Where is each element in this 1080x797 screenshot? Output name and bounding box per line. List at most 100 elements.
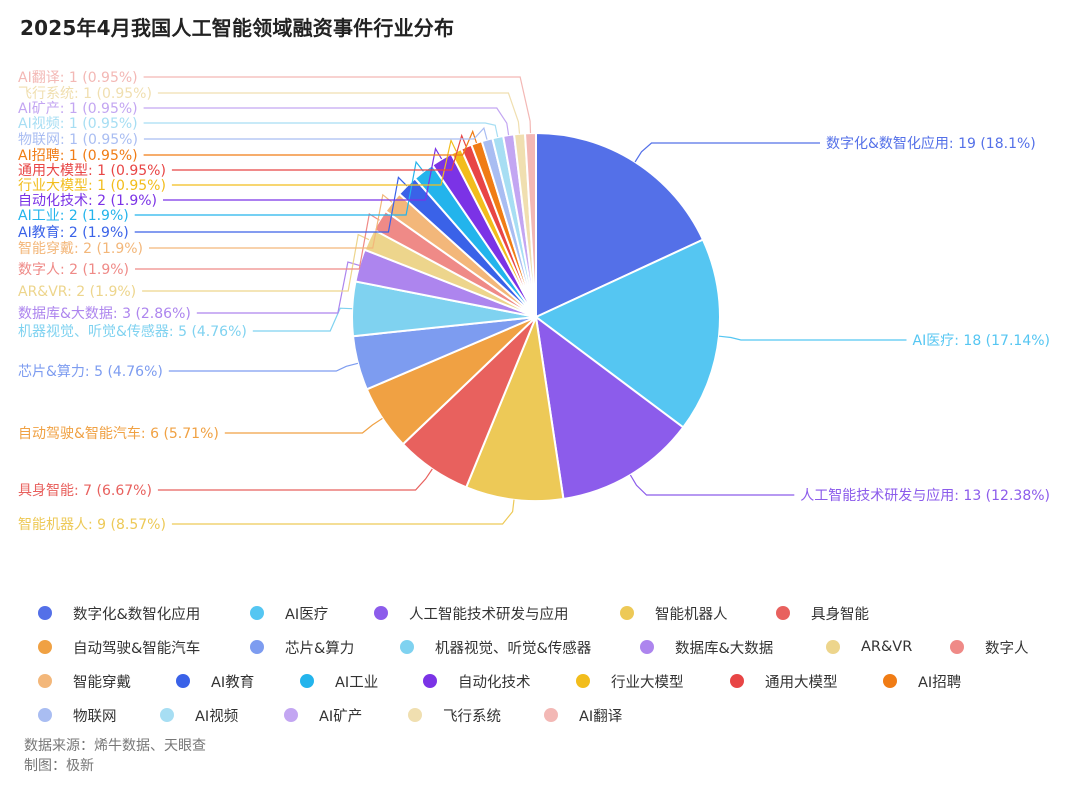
legend-swatch xyxy=(776,606,790,620)
legend-label: 机器视觉、听觉&传感器 xyxy=(435,640,592,657)
leader-line-21 xyxy=(157,92,521,134)
legend-label: AI工业 xyxy=(335,674,379,691)
legend-label: 通用大模型 xyxy=(765,674,838,691)
legend-swatch xyxy=(400,640,414,654)
legend-item[interactable]: 智能机器人 xyxy=(620,596,728,630)
legend-row: 数字化&数智化应用 AI医疗 人工智能技术研发与应用 智能机器人 具身智能 xyxy=(38,596,1078,630)
leader-line-10 xyxy=(135,213,380,270)
legend-label: 数字化&数智化应用 xyxy=(73,606,201,623)
legend-label: 自动驾驶&智能汽车 xyxy=(73,640,201,657)
data-label-5: 自动驾驶&智能汽车: 6 (5.71%) xyxy=(18,425,219,442)
leader-line-15 xyxy=(171,138,457,186)
leader-line-13 xyxy=(134,160,424,216)
legend-item[interactable]: AR&VR xyxy=(826,630,912,664)
legend-label: AI视频 xyxy=(195,708,239,725)
legend-swatch xyxy=(176,674,190,688)
leader-line-8 xyxy=(196,261,360,314)
leader-line-11 xyxy=(149,193,393,249)
leader-line-5 xyxy=(224,417,383,434)
data-label-12: AI教育: 2 (1.9%) xyxy=(18,225,129,241)
legend-label: 具身智能 xyxy=(811,606,869,623)
legend-label: 人工智能技术研发与应用 xyxy=(409,606,569,623)
legend-swatch xyxy=(300,674,314,688)
chart-title: 2025年4月我国人工智能领域融资事件行业分布 xyxy=(20,16,455,40)
legend-item[interactable]: 物联网 xyxy=(38,698,117,732)
source-note: 数据来源：烯牛数据、天眼查 制图：极新 xyxy=(24,736,206,776)
legend-item[interactable]: AI工业 xyxy=(300,664,378,698)
legend-item[interactable]: AI医疗 xyxy=(250,596,328,630)
legend-label: 智能机器人 xyxy=(655,606,728,623)
legend-swatch xyxy=(38,674,52,688)
legend-label: AI翻译 xyxy=(579,708,623,725)
leader-line-19 xyxy=(143,122,499,138)
legend-swatch xyxy=(38,640,52,654)
legend-swatch xyxy=(250,640,264,654)
legend-label: 物联网 xyxy=(73,708,117,725)
leader-line-9 xyxy=(142,233,370,292)
legend-item[interactable]: 飞行系统 xyxy=(408,698,501,732)
legend-item[interactable]: AI招聘 xyxy=(883,664,961,698)
leader-line-16 xyxy=(171,133,467,171)
data-label-22: AI翻译: 1 (0.95%) xyxy=(18,70,138,86)
legend-item[interactable]: 芯片&算力 xyxy=(250,630,354,664)
leader-line-12 xyxy=(134,176,408,233)
leader-line-14 xyxy=(163,147,443,201)
legend-swatch xyxy=(408,708,422,722)
legend-row: 物联网 AI视频 AI矿产 飞行系统 AI翻译 xyxy=(38,698,1078,732)
legend-swatch xyxy=(160,708,174,722)
legend-item[interactable]: 机器视觉、听觉&传感器 xyxy=(400,630,591,664)
data-label-10: 数字人: 2 (1.9%) xyxy=(18,262,129,278)
leader-line-3 xyxy=(171,499,515,525)
leader-line-6 xyxy=(168,362,359,372)
legend-item[interactable]: AI矿产 xyxy=(284,698,362,732)
legend-swatch xyxy=(374,606,388,620)
legend-label: AI医疗 xyxy=(285,606,329,623)
legend-item[interactable]: 数据库&大数据 xyxy=(640,630,773,664)
legend-row: 智能穿戴 AI教育 AI工业 自动化技术 行业大模型 通用大模型 AI招聘 xyxy=(38,664,1078,698)
legend-swatch xyxy=(38,708,52,722)
legend-swatch xyxy=(883,674,897,688)
legend-item[interactable]: 行业大模型 xyxy=(576,664,684,698)
leader-line-1 xyxy=(718,335,907,341)
legend-item[interactable]: 智能穿戴 xyxy=(38,664,131,698)
legend-item[interactable]: 数字人 xyxy=(950,630,1029,664)
legend-label: 数据库&大数据 xyxy=(675,640,774,657)
data-label-11: 智能穿戴: 2 (1.9%) xyxy=(18,241,143,257)
legend-swatch xyxy=(730,674,744,688)
data-label-17: AI招聘: 1 (0.95%) xyxy=(18,148,138,164)
legend-item[interactable]: AI视频 xyxy=(160,698,238,732)
legend-item[interactable]: 人工智能技术研发与应用 xyxy=(374,596,569,630)
data-label-7: 机器视觉、听觉&传感器: 5 (4.76%) xyxy=(18,323,247,340)
legend-swatch xyxy=(620,606,634,620)
data-label-0: 数字化&数智化应用: 19 (18.1%) xyxy=(826,135,1036,152)
data-label-4: 具身智能: 7 (6.67%) xyxy=(18,483,152,499)
legend-swatch xyxy=(950,640,964,654)
legend-item[interactable]: 自动化技术 xyxy=(423,664,531,698)
legend-item[interactable]: AI翻译 xyxy=(544,698,622,732)
legend-item[interactable]: AI教育 xyxy=(176,664,254,698)
legend-swatch xyxy=(544,708,558,722)
data-label-16: 通用大模型: 1 (0.95%) xyxy=(18,163,166,179)
legend-item[interactable]: 自动驾驶&智能汽车 xyxy=(38,630,200,664)
legend-swatch xyxy=(640,640,654,654)
legend-swatch xyxy=(250,606,264,620)
legend-label: 芯片&算力 xyxy=(285,640,355,657)
pie-slice-3 xyxy=(464,313,565,502)
leader-line-18 xyxy=(143,126,488,140)
legend-label: 飞行系统 xyxy=(443,708,501,725)
data-label-9: AR&VR: 2 (1.9%) xyxy=(18,284,136,300)
pie-chart: 数字化&数智化应用: 19 (18.1%) AI医疗: 18 (17.14%) 人工… xyxy=(18,70,1050,533)
leader-line-4 xyxy=(157,468,433,491)
legend-label: AI教育 xyxy=(211,674,255,691)
leader-line-20 xyxy=(143,107,510,136)
data-label-14: 自动化技术: 2 (1.9%) xyxy=(18,193,157,209)
pie-slice-1 xyxy=(534,238,721,429)
legend-item[interactable]: 具身智能 xyxy=(776,596,869,630)
data-label-6: 芯片&算力: 5 (4.76%) xyxy=(18,364,163,380)
legend-swatch xyxy=(826,640,840,654)
legend-label: AR&VR xyxy=(861,639,913,655)
legend-item[interactable]: 通用大模型 xyxy=(730,664,838,698)
legend-label: AI招聘 xyxy=(918,674,962,691)
legend-item[interactable]: 数字化&数智化应用 xyxy=(38,596,200,630)
data-label-13: AI工业: 2 (1.9%) xyxy=(18,208,129,224)
